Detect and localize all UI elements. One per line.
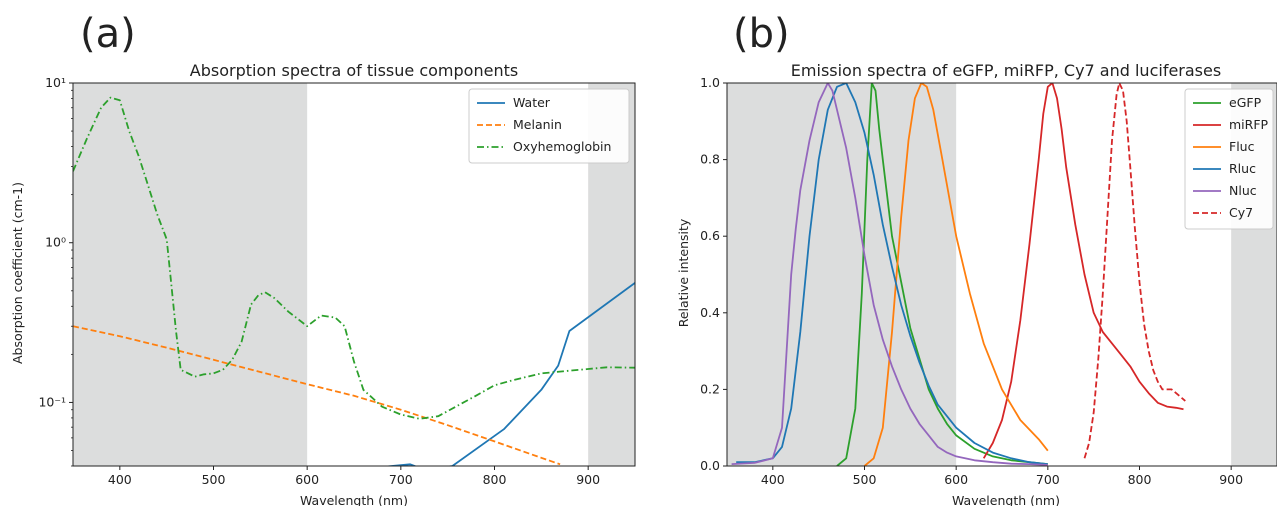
y-tick-label: 10⁰ bbox=[45, 235, 66, 250]
panel-b-x-axis-label: Wavelength (nm) bbox=[952, 493, 1060, 506]
panel-a-series bbox=[73, 96, 635, 466]
panel-a-title: Absorption spectra of tissue components bbox=[190, 61, 518, 80]
series-line-melanin bbox=[73, 325, 561, 466]
y-tick-label: 10¹ bbox=[45, 75, 66, 90]
legend-label-fluc: Fluc bbox=[1229, 139, 1255, 154]
panel-a-x-axis-label: Wavelength (nm) bbox=[300, 493, 408, 506]
series-line-oxyhemoglobin bbox=[73, 96, 635, 420]
panel-a-shaded-region bbox=[73, 83, 308, 466]
panel-a-legend: Water Melanin Oxyhemoglobin bbox=[468, 88, 630, 164]
series-line-rluc bbox=[736, 83, 1048, 465]
x-tick-label: 700 bbox=[1036, 472, 1060, 487]
panel-a: (a) Absorption spectra of tissue compone… bbox=[10, 11, 636, 506]
x-tick-label: 700 bbox=[389, 472, 413, 487]
panel-b-y-axis-label: Relative intensity bbox=[676, 218, 691, 327]
legend-label-water: Water bbox=[513, 95, 551, 110]
panel-a-y-axis-label: Absorption coefficient (cm-1) bbox=[10, 182, 25, 364]
series-line-egfp bbox=[836, 83, 1048, 466]
x-tick-label: 800 bbox=[1128, 472, 1152, 487]
x-tick-label: 500 bbox=[853, 472, 877, 487]
x-tick-label: 800 bbox=[483, 472, 507, 487]
series-line-fluc bbox=[863, 83, 1049, 466]
panel-b-legend: eGFP miRFP Fluc Rluc Nluc Cy7 bbox=[1184, 88, 1274, 230]
series-line-cy7 bbox=[1083, 83, 1186, 459]
panel-b-label: (b) bbox=[733, 11, 790, 57]
panel-b-plot-frame bbox=[726, 82, 1277, 467]
panel-a-x-ticks: 400 500 600 700 800 900 bbox=[108, 466, 600, 487]
panel-b: (b) Emission spectra of eGFP, miRFP, Cy7… bbox=[676, 11, 1277, 506]
series-line-nluc bbox=[731, 83, 1048, 466]
x-tick-label: 400 bbox=[108, 472, 132, 487]
series-line-water bbox=[382, 282, 635, 466]
x-tick-label: 900 bbox=[1219, 472, 1243, 487]
x-tick-label: 400 bbox=[761, 472, 785, 487]
panel-b-title: Emission spectra of eGFP, miRFP, Cy7 and… bbox=[791, 61, 1221, 80]
panel-a-plot-frame bbox=[72, 82, 636, 467]
legend-label-melanin: Melanin bbox=[513, 117, 562, 132]
x-tick-label: 500 bbox=[202, 472, 226, 487]
legend-label-rluc: Rluc bbox=[1229, 161, 1256, 176]
panel-b-series bbox=[731, 83, 1186, 466]
legend-box bbox=[1184, 88, 1274, 230]
y-tick-label: 0.2 bbox=[700, 381, 720, 396]
x-tick-label: 900 bbox=[576, 472, 600, 487]
y-tick-label: 1.0 bbox=[700, 75, 720, 90]
panel-b-x-ticks: 400 500 600 700 800 900 bbox=[761, 466, 1243, 487]
series-line-mirfp bbox=[982, 83, 1184, 459]
legend-label-mirfp: miRFP bbox=[1229, 117, 1269, 132]
legend-label-cy7: Cy7 bbox=[1229, 205, 1253, 220]
legend-label-nluc: Nluc bbox=[1229, 183, 1257, 198]
y-tick-label: 0.8 bbox=[700, 152, 720, 167]
y-tick-label: 0.0 bbox=[700, 458, 720, 473]
panel-b-y-ticks: 0.0 0.2 0.4 0.6 0.8 1.0 bbox=[700, 75, 727, 473]
panel-b-shaded-region bbox=[727, 83, 957, 466]
legend-label-oxyhemoglobin: Oxyhemoglobin bbox=[513, 139, 611, 154]
legend-label-egfp: eGFP bbox=[1229, 95, 1262, 110]
x-tick-label: 600 bbox=[295, 472, 319, 487]
panel-a-y-ticks: 10⁻¹ 10⁰ 10¹ bbox=[38, 75, 73, 467]
legend-box bbox=[468, 88, 630, 164]
panel-a-label: (a) bbox=[80, 11, 136, 57]
x-tick-label: 600 bbox=[944, 472, 968, 487]
y-tick-label: 0.6 bbox=[700, 228, 720, 243]
y-tick-label: 10⁻¹ bbox=[38, 394, 66, 409]
y-tick-label: 0.4 bbox=[700, 305, 720, 320]
